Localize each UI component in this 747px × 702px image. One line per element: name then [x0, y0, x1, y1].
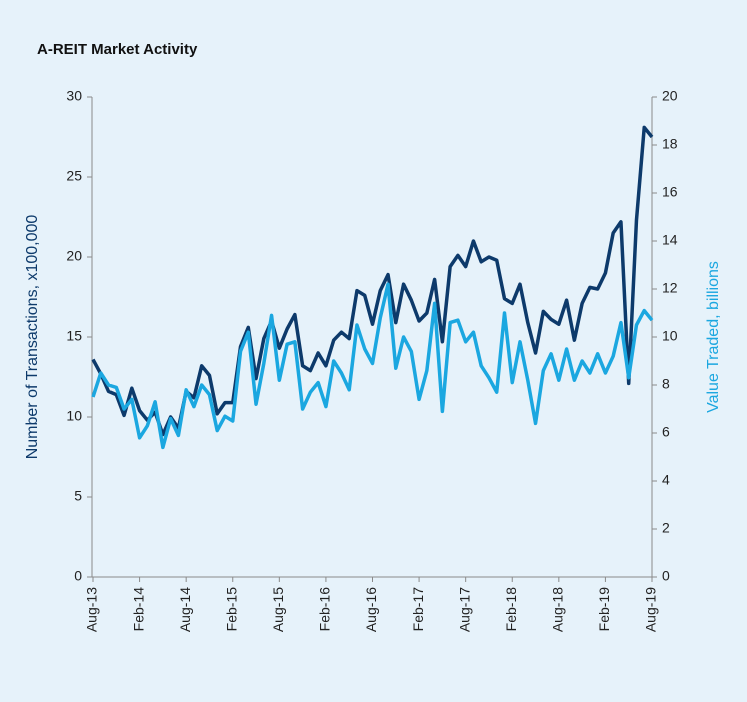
y-axis-label: Number of Transactions, x100,000	[24, 215, 41, 460]
y2-tick-label: 10	[662, 328, 678, 344]
x-tick-label: Aug-13	[84, 587, 100, 632]
x-tick-label: Aug-17	[456, 587, 472, 632]
y2-tick-label: 20	[662, 88, 678, 104]
y-tick-label: 15	[66, 328, 82, 344]
y2-tick-label: 4	[662, 472, 670, 488]
x-tick-label: Feb-18	[503, 587, 519, 632]
x-tick-label: Aug-16	[363, 587, 379, 632]
chart-title: A-REIT Market Activity	[37, 41, 198, 58]
y2-tick-label: 2	[662, 520, 670, 536]
x-tick-label: Feb-17	[410, 587, 426, 632]
y-tick-label: 30	[66, 88, 82, 104]
x-tick-label: Aug-18	[550, 587, 566, 632]
x-tick-label: Feb-16	[317, 587, 333, 632]
x-tick-label: Aug-19	[643, 587, 659, 632]
y2-axis-label: Value Traded, billions	[705, 261, 722, 413]
y2-tick-label: 6	[662, 424, 670, 440]
y-tick-label: 0	[74, 568, 82, 584]
x-tick-label: Feb-15	[223, 587, 239, 632]
y-tick-label: 20	[66, 248, 82, 264]
y-tick-label: 25	[66, 168, 82, 184]
y2-tick-label: 0	[662, 568, 670, 584]
y-tick-label: 5	[74, 488, 82, 504]
y2-tick-label: 18	[662, 136, 678, 152]
x-tick-label: Feb-14	[130, 587, 146, 632]
y2-tick-label: 12	[662, 280, 678, 296]
x-tick-label: Feb-19	[596, 587, 612, 632]
y2-tick-label: 8	[662, 376, 670, 392]
x-tick-label: Aug-14	[177, 587, 193, 632]
series-line	[91, 282, 654, 450]
y2-tick-label: 16	[662, 184, 678, 200]
y2-tick-label: 14	[662, 232, 678, 248]
x-tick-label: Aug-15	[270, 587, 286, 632]
y-tick-label: 10	[66, 408, 82, 424]
